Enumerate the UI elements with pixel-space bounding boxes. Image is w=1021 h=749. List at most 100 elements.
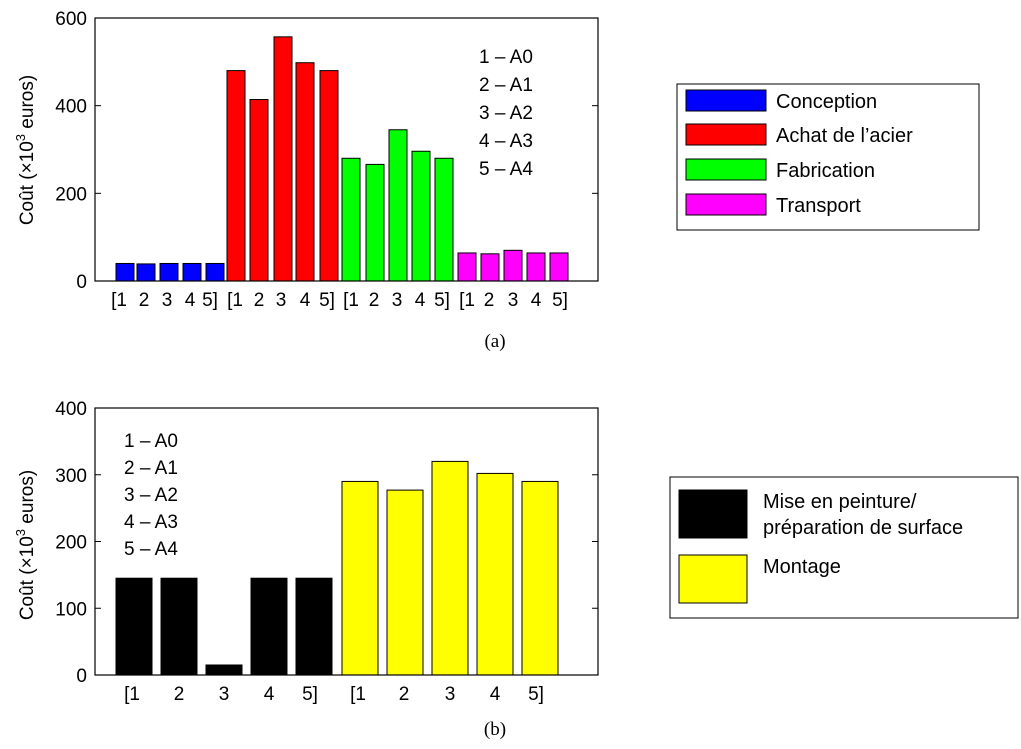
ytick-label-0-2: 400: [55, 97, 87, 118]
bar-0-0-4: [205, 262, 225, 282]
bar-0-3-3: [526, 252, 546, 282]
xtick-label-1-7: 3: [445, 684, 456, 705]
bar-1-1-1: [386, 489, 424, 676]
bar-1-0-0: [115, 577, 153, 676]
legend-label-1-1: Montage: [763, 556, 841, 578]
annotation-line-1-3: 4 – A3: [124, 512, 178, 533]
bar-1-0-4: [295, 577, 333, 676]
xtick-label-0-13: 4: [415, 290, 426, 311]
legend-0: Conception Achat de l’acier Fabrication Tra…: [676, 83, 980, 231]
xtick-label-0-14: 5]: [434, 290, 450, 311]
legend-swatch-0-1: [685, 123, 767, 146]
bar-0-0-0: [115, 262, 135, 282]
xtick-label-1-5: [1: [350, 684, 366, 705]
legend-swatch-0-3: [685, 193, 767, 216]
legend-label-line-0-3-0: Transport: [776, 195, 861, 217]
ytick-label-1-3: 300: [55, 466, 87, 487]
xtick-label-0-4: 5]: [202, 290, 218, 311]
xtick-label-1-0: [1: [124, 684, 140, 705]
y-axis-label-tail-1: euros): [17, 470, 38, 529]
bar-0-2-4: [434, 157, 454, 282]
xtick-label-0-10: [1: [343, 290, 359, 311]
xtick-label-0-6: 2: [254, 290, 265, 311]
plot-frame-0: [94, 17, 599, 282]
bar-0-3-2: [503, 249, 523, 282]
bar-1-0-3: [250, 577, 288, 676]
annotation-line-0-0: 1 – A0: [479, 47, 533, 68]
xtick-label-0-9: 5]: [319, 290, 335, 311]
bar-0-2-3: [411, 150, 431, 282]
legend-1: Mise en peinture/préparation de surfaceM…: [669, 476, 1019, 619]
ytick-label-0-0: 0: [76, 272, 87, 293]
legend-label-line-0-0-0: Conception: [776, 91, 877, 113]
bar-0-1-2: [273, 36, 293, 282]
y-axis-label-main-1: Coût (×10: [17, 536, 38, 620]
ytick-label-0-3: 600: [55, 9, 87, 30]
bar-0-3-4: [549, 252, 569, 282]
bar-0-1-4: [319, 70, 339, 282]
xtick-label-0-8: 4: [300, 290, 311, 311]
bar-0-2-0: [341, 157, 361, 282]
ytick-label-1-2: 200: [55, 533, 87, 554]
y-axis-label-tail-0: euros): [17, 75, 38, 134]
legend-label-line-0-1-0: Achat de l’acier: [776, 125, 913, 147]
ytick-label-1-0: 0: [76, 666, 87, 687]
y-axis-label-main-0: Coût (×10: [17, 141, 38, 225]
xtick-label-0-16: 2: [484, 290, 495, 311]
annotation-line-0-1: 2 – A1: [479, 75, 533, 96]
xtick-label-0-0: [1: [111, 290, 127, 311]
xtick-label-1-8: 4: [490, 684, 501, 705]
legend-label-0-0: Conception: [776, 91, 877, 113]
annotation-line-1-0: 1 – A0: [124, 431, 178, 452]
annotation-line-1-2: 3 – A2: [124, 485, 178, 506]
xtick-label-0-7: 3: [276, 290, 287, 311]
bar-1-0-2: [205, 664, 243, 676]
bar-0-1-0: [226, 70, 246, 282]
xtick-label-0-1: 2: [139, 290, 150, 311]
bar-1-1-0: [341, 480, 379, 676]
annotation-line-0-3: 4 – A3: [479, 131, 533, 152]
legend-label-line-1-0-1: préparation de surface: [763, 517, 963, 539]
bar-0-0-1: [136, 263, 156, 282]
legend-label-line-0-2-0: Fabrication: [776, 160, 875, 182]
xtick-label-0-18: 4: [531, 290, 542, 311]
xtick-label-1-1: 2: [174, 684, 185, 705]
bar-0-3-1: [480, 253, 500, 282]
xtick-label-0-17: 3: [508, 290, 519, 311]
ytick-label-1-1: 100: [55, 599, 87, 620]
xtick-label-1-2: 3: [219, 684, 230, 705]
ytick-label-1-4: 400: [55, 399, 87, 420]
xtick-label-0-5: [1: [227, 290, 243, 311]
legend-swatch-0-2: [685, 158, 767, 181]
xtick-label-1-4: 5]: [302, 684, 318, 705]
y-axis-label-exp-1: 3: [13, 529, 28, 536]
legend-swatch-1-0: [678, 489, 748, 539]
bar-0-0-3: [182, 262, 202, 282]
legend-label-line-1-0-0: Mise en peinture/: [763, 491, 917, 513]
annotation-line-1-4: 5 – A4: [124, 539, 178, 560]
annotation-line-0-2: 3 – A2: [479, 103, 533, 124]
xtick-label-0-3: 4: [185, 290, 196, 311]
bar-1-1-2: [431, 460, 469, 676]
legend-label-0-1: Achat de l’acier: [776, 125, 913, 147]
bar-0-0-2: [159, 262, 179, 282]
legend-label-0-2: Fabrication: [776, 160, 875, 182]
bar-0-1-3: [295, 62, 315, 282]
bar-0-2-1: [365, 163, 385, 282]
bar-0-1-1: [249, 99, 269, 282]
annotation-line-1-1: 2 – A1: [124, 458, 178, 479]
bar-1-1-4: [521, 480, 559, 676]
legend-label-line-1-1-0: Montage: [763, 556, 841, 578]
xtick-label-0-15: [1: [459, 290, 475, 311]
ytick-label-0-1: 200: [55, 184, 87, 205]
bar-0-2-2: [388, 129, 408, 282]
legend-label-1-0: Mise en peinture/préparation de surface: [763, 491, 963, 539]
bar-0-3-0: [457, 252, 477, 282]
legend-swatch-0-0: [685, 89, 767, 112]
annotation-line-0-4: 5 – A4: [479, 159, 533, 180]
bar-1-0-1: [160, 577, 198, 676]
bar-1-1-3: [476, 472, 514, 676]
xtick-label-0-19: 5]: [552, 290, 568, 311]
